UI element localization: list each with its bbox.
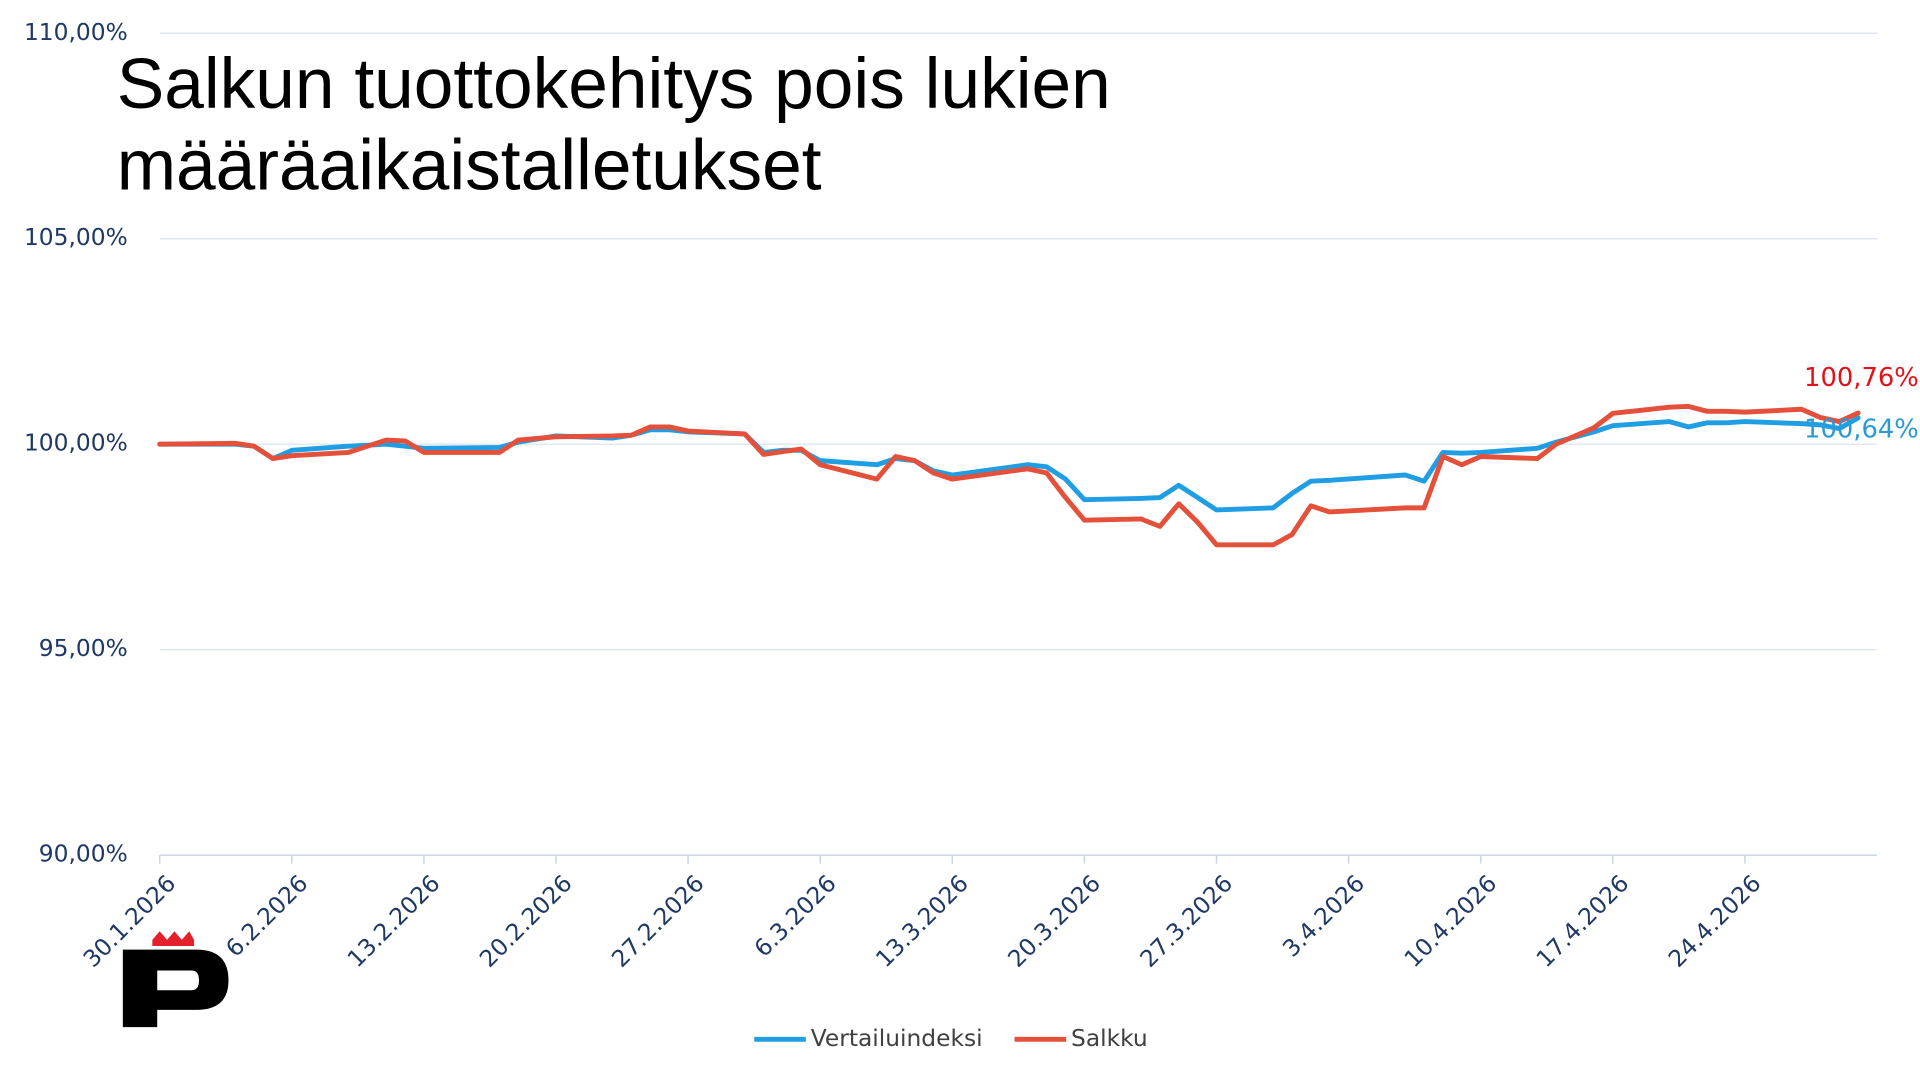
- title-box: Salkun tuottokehitys pois lukien määräai…: [116, 44, 1111, 206]
- series-line: [157, 415, 1861, 513]
- x-tick-label: 27.3.2026: [1134, 869, 1238, 973]
- y-tick-label: 105,00%: [24, 223, 128, 251]
- x-tick-label: 13.3.2026: [870, 869, 974, 973]
- y-tick-label: 95,00%: [39, 634, 128, 662]
- x-tick-label: 20.3.2026: [1002, 869, 1106, 973]
- x-tick-label: 6.3.2026: [749, 869, 842, 962]
- logo-crown: [152, 931, 195, 946]
- lines: 100,64% 100,76%: [157, 363, 1919, 548]
- series-line: [157, 403, 1861, 548]
- logo: [122, 931, 229, 1028]
- value-label: 100,76%: [1804, 363, 1919, 393]
- chart-title: Salkun tuottokehitys pois lukien määräai…: [116, 44, 1111, 206]
- x-tick-label: 27.2.2026: [606, 869, 710, 973]
- x-tick-label: 20.2.2026: [474, 869, 578, 973]
- legend-label: Salkku: [1071, 1024, 1148, 1052]
- x-tick-label: 17.4.2026: [1531, 869, 1635, 973]
- value-label: 100,64%: [1804, 415, 1919, 445]
- y-tick-label: 90,00%: [39, 840, 128, 868]
- x-tick-label: 6.2.2026: [220, 869, 313, 962]
- legend-label: Vertailuindeksi: [811, 1024, 983, 1052]
- x-tick-label: 13.2.2026: [342, 869, 446, 973]
- y-tick-label: 110,00%: [24, 18, 128, 46]
- logo-p: [122, 949, 229, 1028]
- y-tick-label: 100,00%: [24, 429, 128, 457]
- x-tick-label: 3.4.2026: [1277, 869, 1370, 962]
- x-tick-label: 24.4.2026: [1663, 869, 1767, 973]
- x-tick-label: 10.4.2026: [1399, 869, 1503, 973]
